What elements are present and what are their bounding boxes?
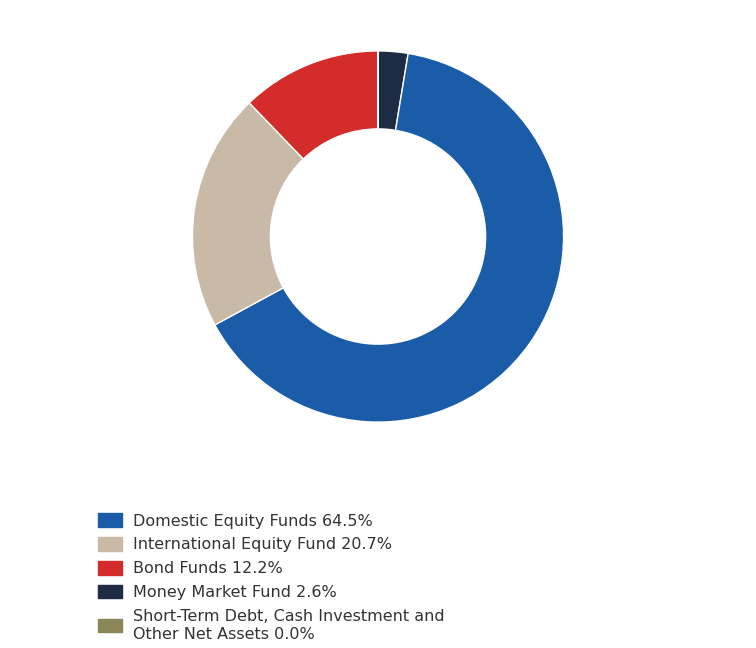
Wedge shape	[249, 51, 378, 159]
Wedge shape	[193, 103, 303, 325]
Wedge shape	[215, 53, 563, 422]
Wedge shape	[378, 51, 408, 130]
Legend: Domestic Equity Funds 64.5%, International Equity Fund 20.7%, Bond Funds 12.2%, : Domestic Equity Funds 64.5%, Internation…	[98, 513, 445, 642]
